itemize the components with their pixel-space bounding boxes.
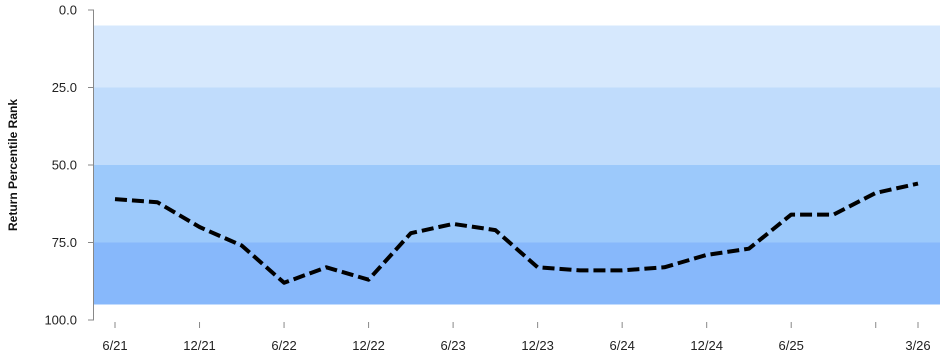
band-3 (94, 165, 940, 243)
x-tick-label: 12/21 (183, 338, 216, 353)
x-tick-label: 3/26 (905, 338, 930, 353)
y-tick-label: 25.0 (52, 80, 77, 95)
y-axis-ticks: 0.0 25.0 50.0 75.0 100.0 (44, 3, 94, 328)
x-tick-label: 6/25 (779, 338, 804, 353)
quartile-bands (94, 25, 940, 305)
x-tick-label: 6/22 (271, 338, 296, 353)
x-tick-label: 12/23 (521, 338, 554, 353)
band-1 (94, 25, 940, 88)
x-axis-ticks: 6/21 12/21 6/22 12/22 6/23 12/23 6/24 12/24 6/25… (102, 322, 931, 353)
band-2 (94, 87, 940, 165)
x-tick-label: 6/21 (102, 338, 127, 353)
y-tick-label: 75.0 (52, 235, 77, 250)
series-line (114, 181, 919, 285)
band-4 (94, 242, 940, 305)
y-tick-label: 50.0 (52, 158, 77, 173)
y-axis-title: Return Percentile Rank (6, 99, 20, 231)
y-tick-label: 100.0 (44, 313, 77, 328)
x-tick-label: 6/23 (440, 338, 465, 353)
series-group (114, 181, 919, 285)
x-tick-label: 12/24 (690, 338, 723, 353)
y-tick-label: 0.0 (59, 3, 77, 18)
x-tick-label: 6/24 (610, 338, 635, 353)
x-tick-label: 12/22 (352, 338, 385, 353)
